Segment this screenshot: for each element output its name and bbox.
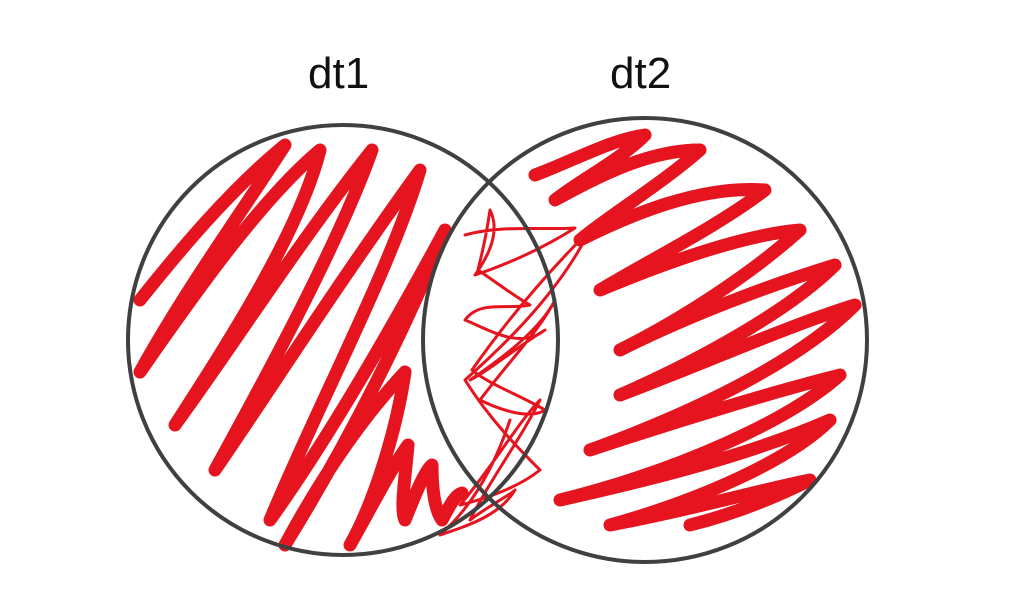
intersection-shading bbox=[438, 208, 592, 537]
right-set-shading bbox=[528, 128, 862, 532]
set-label-dt2: dt2 bbox=[610, 49, 672, 98]
set-circle-dt1 bbox=[126, 123, 560, 557]
set-circle-dt2 bbox=[421, 116, 869, 564]
set-label-dt1: dt1 bbox=[308, 49, 370, 98]
left-set-shading bbox=[133, 138, 469, 552]
